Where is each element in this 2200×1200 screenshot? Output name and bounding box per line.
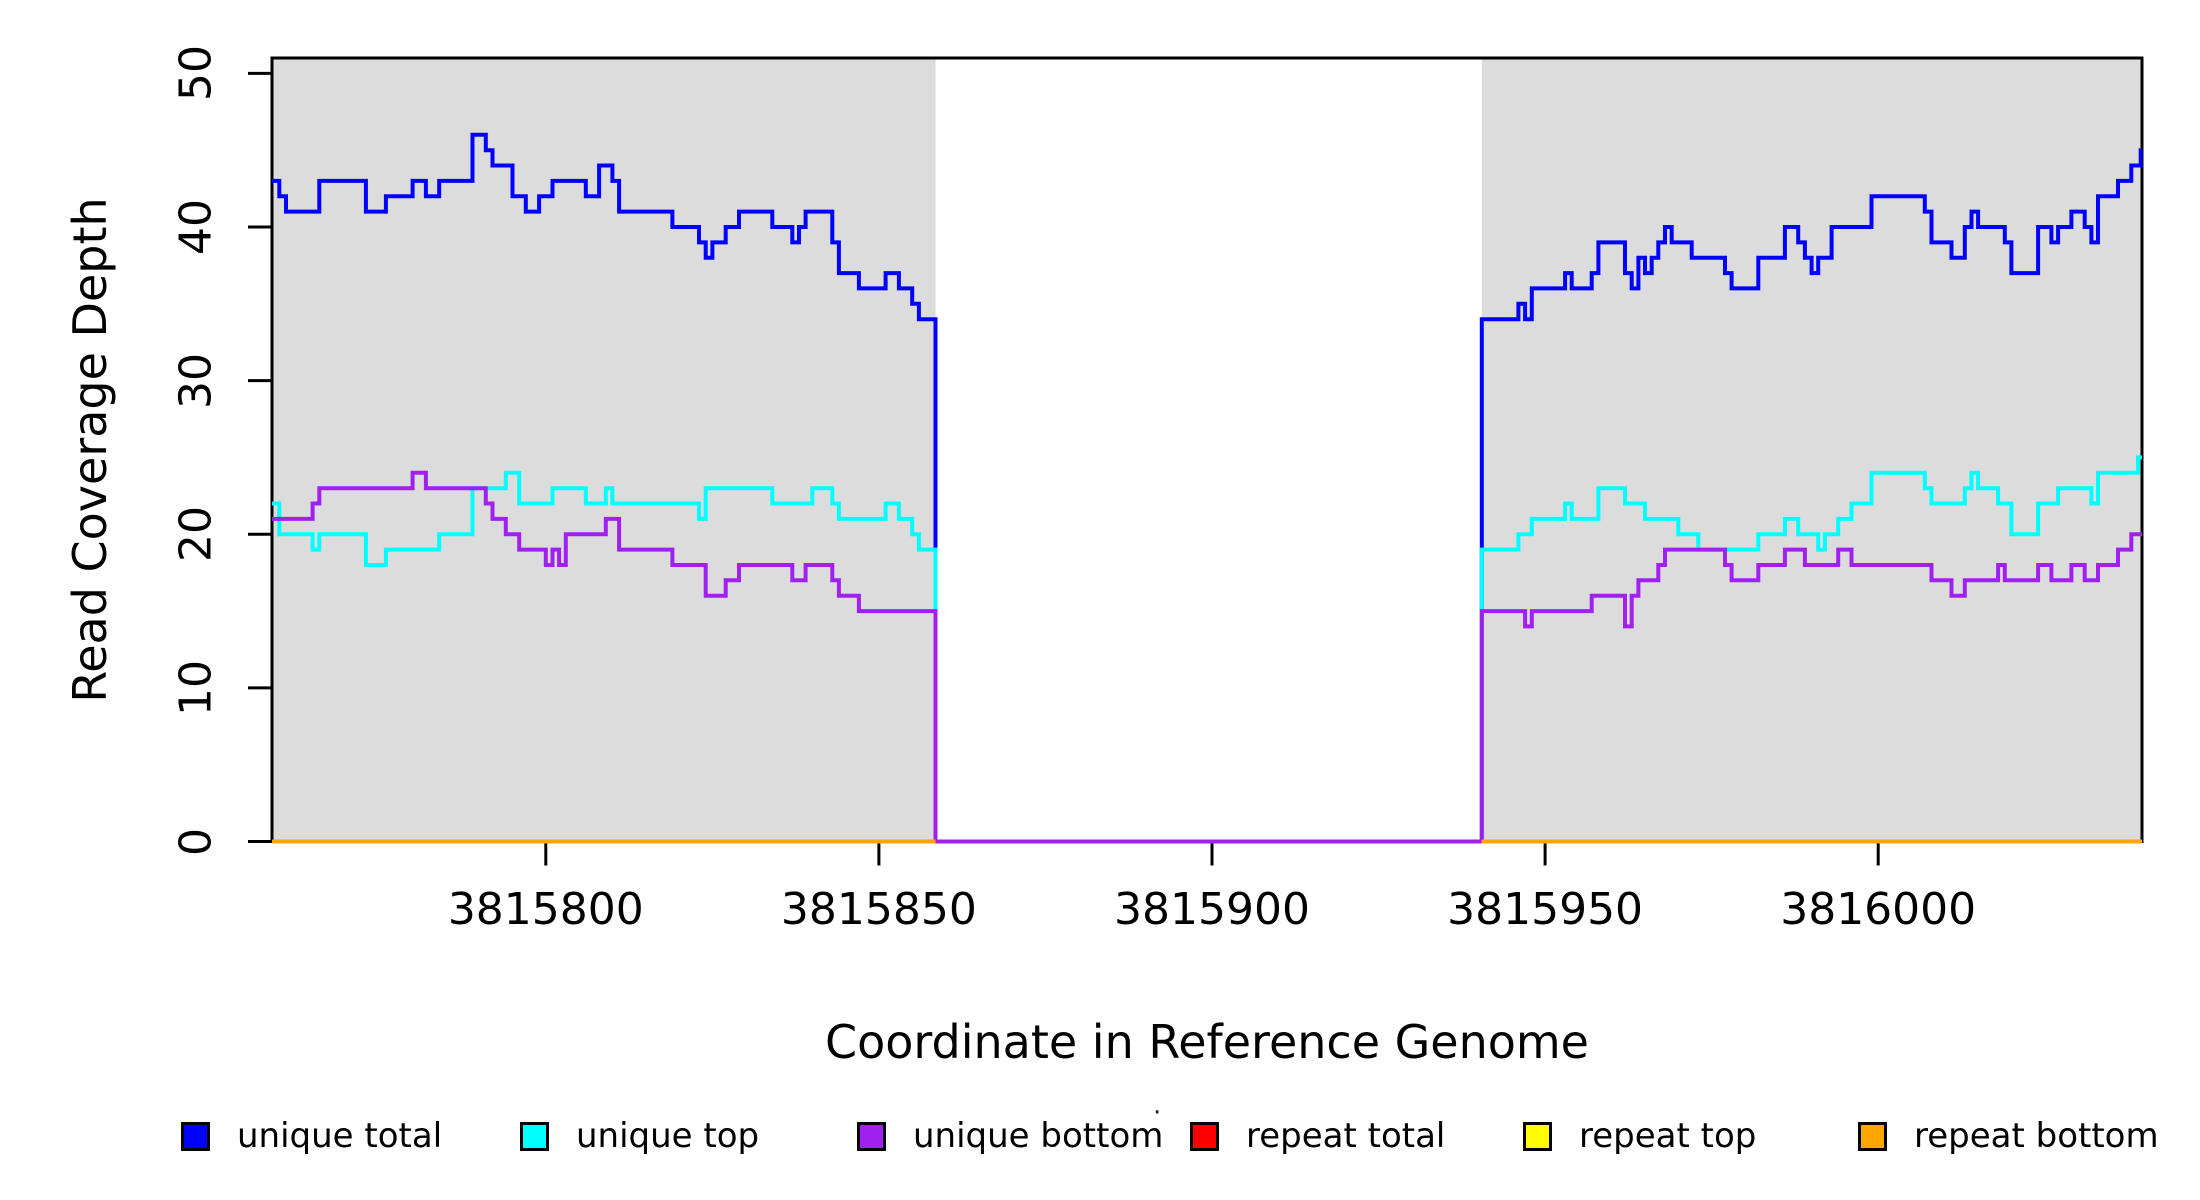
y-tick-label: 30 — [170, 352, 222, 409]
legend-label: repeat total — [1246, 1116, 1446, 1156]
series-unique-bottom — [272, 470, 2142, 844]
legend-label: unique top — [576, 1116, 760, 1156]
x-tick-label: 3815800 — [447, 884, 644, 935]
legend-label: repeat bottom — [1914, 1116, 2159, 1156]
unique-top-swatch-icon — [520, 1121, 549, 1151]
y-tick-label: 40 — [170, 198, 222, 255]
legend-label: unique bottom — [913, 1116, 1164, 1156]
legend-item-unique-bottom: unique bottom — [857, 1106, 1163, 1166]
legend-item-unique-top: unique top — [520, 1106, 759, 1166]
x-tick-label: 3816000 — [1780, 884, 1977, 935]
x-axis-title: Coordinate in Reference Genome — [825, 1015, 1589, 1069]
y-tick-label: 10 — [170, 659, 222, 716]
repeat-total-swatch-icon — [1190, 1121, 1219, 1151]
x-tick-label: 3815950 — [1447, 884, 1644, 935]
legend-label: unique total — [237, 1116, 443, 1156]
unique-total-swatch-icon — [181, 1121, 210, 1151]
y-tick-label: 0 — [170, 827, 222, 856]
unique-bottom-swatch-icon — [857, 1121, 886, 1151]
shaded-region — [1481, 58, 2142, 842]
series-unique-top — [272, 455, 2142, 844]
y-tick-label: 50 — [170, 45, 222, 102]
repeat-top-swatch-icon — [1523, 1121, 1552, 1151]
legend-item-unique-total: unique total — [181, 1106, 442, 1166]
shaded-region — [272, 58, 936, 842]
y-tick-label: 20 — [170, 506, 222, 563]
y-axis-title: Read Coverage Depth — [63, 197, 117, 703]
stray-dot: · — [1153, 1098, 1162, 1128]
series-unique-total — [272, 132, 2143, 844]
legend-item-repeat-top: repeat top — [1523, 1106, 1756, 1166]
x-tick-label: 3815850 — [780, 884, 977, 935]
x-tick-label: 3815900 — [1114, 884, 1310, 935]
legend-item-repeat-bottom: repeat bottom — [1858, 1106, 2159, 1166]
legend-item-repeat-total: repeat total — [1190, 1106, 1445, 1166]
chart-legend: unique total unique top unique bottom re… — [0, 1106, 2200, 1166]
legend-label: repeat top — [1579, 1116, 1757, 1156]
repeat-bottom-swatch-icon — [1858, 1121, 1887, 1151]
